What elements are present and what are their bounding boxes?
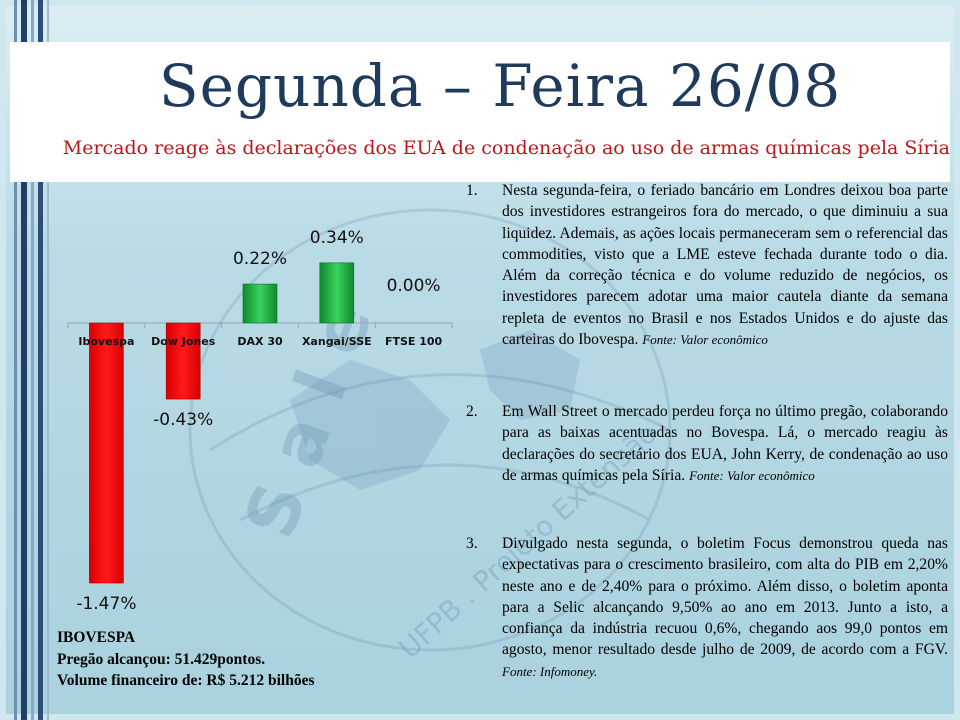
data-label: 0.00% <box>387 276 441 296</box>
ibovespa-heading: IBOVESPA <box>57 629 136 646</box>
index-change-chart: Ibovespa -1.47% Dow Jones -0.43% DAX 30 0.22%… <box>67 228 453 614</box>
news-source: Fonte: Infomoney. <box>502 663 598 679</box>
news-item: 1. Nesta segunda-feira, o feriado bancár… <box>466 180 948 350</box>
category-label: Dow Jones <box>151 335 216 348</box>
data-label: -0.43% <box>153 410 213 430</box>
bar-xangai-sse <box>319 262 355 324</box>
data-label: 0.22% <box>233 249 287 269</box>
bar-dow-jones <box>165 322 201 400</box>
news-text: Divulgado nesta segunda, o boletim Focus… <box>502 535 948 659</box>
data-label: -1.47% <box>76 594 136 614</box>
ibovespa-volume: Volume financeiro de: R$ 5.212 bilhões <box>57 672 315 689</box>
bar-dax-30 <box>242 283 278 324</box>
watermark-logo: S a l e UFPB . Projeto Extensão <box>188 208 672 665</box>
slide-title: Segunda – Feira 26/08 <box>158 52 842 120</box>
news-item: 2. Em Wall Street o mercado perdeu força… <box>466 401 948 486</box>
slide-subtitle: Mercado reage às declarações dos EUA de … <box>62 137 950 159</box>
news-number: 1. <box>466 182 478 199</box>
header-band <box>10 42 950 182</box>
news-item: 3. Divulgado nesta segunda, o boletim Fo… <box>466 533 948 682</box>
news-text: Em Wall Street o mercado perdeu força no… <box>502 403 948 484</box>
news-number: 3. <box>466 535 478 552</box>
category-label: FTSE 100 <box>385 335 443 348</box>
ibovespa-summary: IBOVESPA Pregão alcançou: 51.429pontos. … <box>57 627 437 692</box>
category-label: Ibovespa <box>78 335 134 348</box>
news-source: Fonte: Valor econômico <box>689 467 815 483</box>
news-source: Fonte: Valor econômico <box>642 332 768 348</box>
data-label: 0.34% <box>310 228 364 248</box>
bar-ibovespa <box>89 322 124 584</box>
category-label: DAX 30 <box>237 335 283 348</box>
decorative-stripes <box>14 0 58 720</box>
news-number: 2. <box>466 403 478 420</box>
category-label: Xangai/SSE <box>302 335 372 348</box>
ibovespa-pregao: Pregão alcançou: 51.429pontos. <box>57 650 266 668</box>
news-text: Nesta segunda-feira, o feriado bancário … <box>502 182 948 349</box>
